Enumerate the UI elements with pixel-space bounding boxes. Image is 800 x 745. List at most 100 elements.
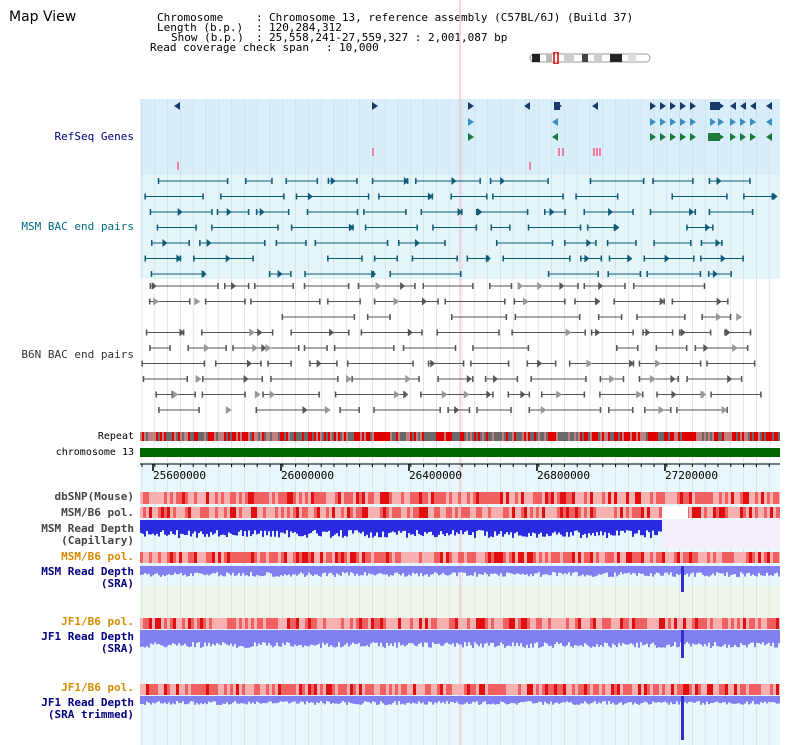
depth-mark	[370, 630, 372, 644]
polymorphism-mark	[293, 507, 296, 518]
depth-mark	[300, 520, 302, 537]
polymorphism-mark	[383, 552, 386, 563]
depth-mark	[320, 520, 322, 537]
bac-end	[632, 209, 634, 215]
bac-end	[386, 240, 389, 246]
polymorphism-mark	[389, 684, 392, 695]
polymorphism-mark	[638, 552, 641, 563]
polymorphism-mark	[197, 492, 200, 504]
depth-mark	[504, 566, 506, 577]
genome-viewer[interactable]	[140, 0, 780, 745]
depth-mark	[406, 696, 408, 703]
track-label-msm-depth-cap[interactable]: MSM Read Depth	[41, 522, 134, 535]
polymorphism-mark	[374, 492, 377, 504]
polymorphism-mark	[755, 492, 758, 504]
track-label-jf1-depth-sra[interactable]: JF1 Read Depth	[41, 630, 134, 643]
polymorphism-mark	[515, 684, 518, 695]
depth-mark	[328, 520, 330, 531]
depth-mark	[462, 566, 464, 573]
polymorphism-mark	[194, 552, 197, 563]
repeat-mark	[332, 432, 334, 441]
depth-mark	[620, 696, 622, 703]
polymorphism-mark	[470, 684, 473, 695]
depth-mark	[458, 520, 460, 535]
polymorphism-mark	[224, 618, 227, 629]
polymorphism-mark	[236, 684, 239, 695]
depth-mark	[440, 696, 442, 704]
track-label-jf1-b6-pol-2[interactable]: JF1/B6 pol.	[61, 681, 134, 694]
depth-mark	[198, 520, 200, 534]
depth-mark	[476, 630, 478, 645]
polymorphism-mark	[215, 507, 218, 518]
track-label-b6n-bac[interactable]: B6N BAC end pairs	[21, 348, 134, 361]
repeat-mark	[262, 432, 264, 441]
polymorphism-mark	[617, 618, 620, 629]
depth-mark	[570, 520, 572, 533]
depth-mark	[588, 566, 590, 576]
repeat-mark	[158, 432, 160, 441]
track-label-msm-bac[interactable]: MSM BAC end pairs	[21, 220, 134, 233]
polymorphism-mark	[605, 552, 608, 563]
bac-end	[327, 255, 329, 262]
polymorphism-mark	[746, 552, 749, 563]
depth-mark	[500, 630, 502, 643]
depth-mark	[408, 630, 410, 644]
bac-end-arrow	[655, 359, 662, 368]
polymorphism-mark	[506, 618, 509, 629]
polymorphism-mark	[761, 492, 764, 504]
polymorphism-mark	[686, 684, 689, 695]
track-label-msm-depth-sra[interactable]: MSM Read Depth	[41, 565, 134, 578]
repeat-mark	[384, 432, 386, 441]
repeat-mark	[670, 432, 672, 441]
depth-mark	[582, 566, 584, 575]
depth-mark	[342, 566, 344, 573]
polymorphism-mark	[164, 684, 167, 695]
repeat-mark	[184, 432, 186, 441]
depth-mark	[486, 696, 488, 705]
repeat-mark	[356, 432, 358, 441]
polymorphism-mark	[434, 507, 437, 518]
bac-end	[244, 298, 246, 305]
polymorphism-mark	[182, 492, 185, 504]
depth-mark	[280, 630, 282, 647]
polymorphism-mark	[215, 618, 218, 629]
polymorphism-mark	[512, 552, 515, 563]
polymorphism-mark	[290, 552, 293, 563]
bac-end-arrow	[716, 297, 722, 306]
polymorphism-mark	[677, 618, 680, 629]
repeat-mark	[362, 432, 364, 441]
polymorphism-mark	[473, 552, 476, 563]
polymorphism-mark	[710, 552, 713, 563]
repeat-mark	[422, 432, 424, 441]
depth-mark	[258, 630, 260, 644]
polymorphism-mark	[215, 684, 218, 695]
polymorphism-mark	[293, 552, 296, 563]
depth-mark	[206, 630, 208, 646]
depth-mark	[524, 696, 526, 702]
depth-mark	[440, 566, 442, 575]
depth-mark	[316, 696, 318, 703]
polymorphism-mark	[617, 492, 620, 504]
bac-end	[327, 178, 330, 184]
bac-end	[516, 376, 519, 382]
depth-mark	[456, 566, 458, 577]
depth-mark	[640, 630, 642, 643]
track-label-dbsnp[interactable]: dbSNP(Mouse)	[54, 490, 134, 503]
track-label-refseq[interactable]: RefSeq Genes	[54, 130, 134, 143]
polymorphism-mark	[689, 507, 692, 518]
track-label-jf1-depth-trim[interactable]: JF1 Read Depth	[41, 696, 134, 709]
depth-mark	[326, 630, 328, 644]
depth-mark	[636, 566, 638, 576]
polymorphism-mark	[476, 492, 479, 504]
depth-mark	[438, 520, 440, 535]
track-label-msm-b6-pol[interactable]: MSM/B6 pol.	[61, 506, 134, 519]
bac-end	[684, 314, 686, 320]
track-label-msm-b6-pol-2[interactable]: MSM/B6 pol.	[61, 550, 134, 563]
polymorphism-mark	[530, 684, 533, 695]
depth-mark	[354, 520, 356, 531]
bac-end	[459, 271, 462, 277]
chromosome-ideogram[interactable]	[528, 52, 652, 64]
track-label-jf1-b6-pol[interactable]: JF1/B6 pol.	[61, 615, 134, 628]
depth-mark	[418, 566, 420, 577]
repeat-mark	[576, 432, 578, 441]
